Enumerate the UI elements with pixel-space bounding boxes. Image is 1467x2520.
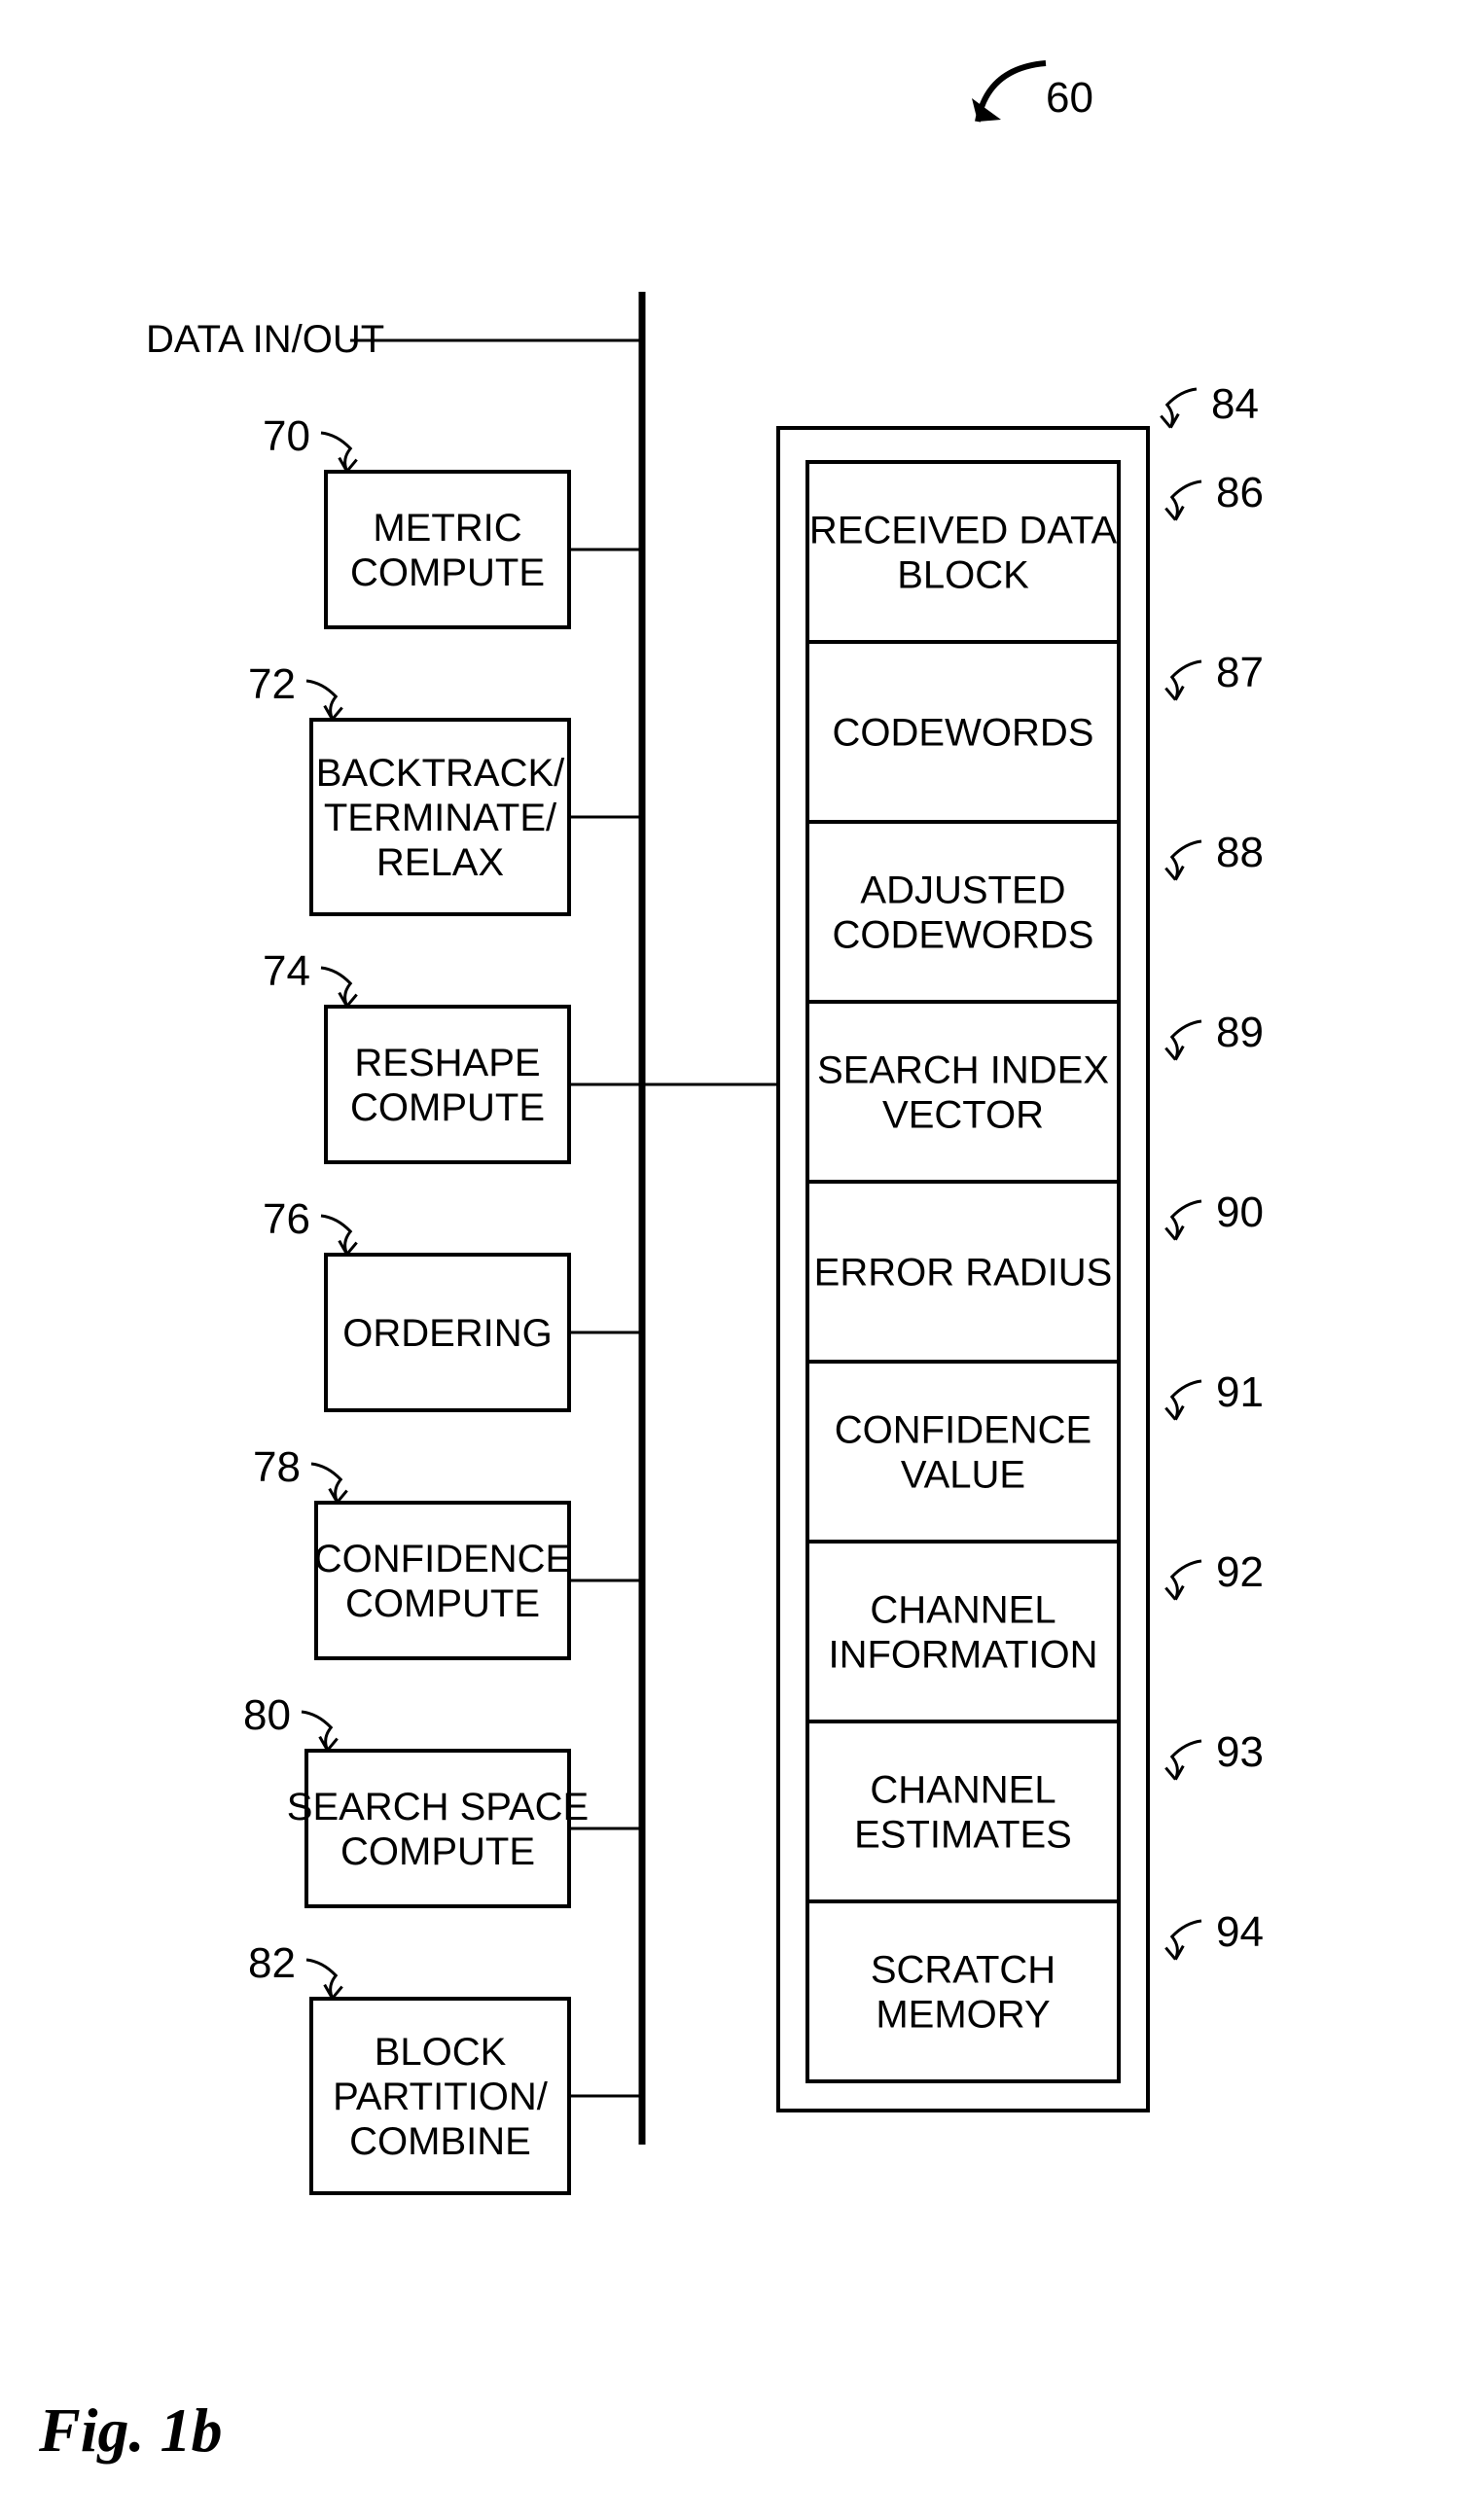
memory-cell-label: INFORMATION (828, 1634, 1097, 1677)
compute-block-label: COMPUTE (350, 551, 545, 594)
ref-hook (1172, 1381, 1201, 1420)
memory-cell (807, 1721, 1119, 1901)
memory-cell-label: CONFIDENCE (835, 1409, 1091, 1452)
memory-cell-label: VALUE (901, 1454, 1025, 1497)
memory-cell-label: ESTIMATES (854, 1814, 1072, 1857)
ref-hook (321, 1216, 350, 1255)
ref-hook (321, 968, 350, 1007)
block-ref: 80 (243, 1691, 291, 1739)
memory-cell-label: ERROR RADIUS (814, 1252, 1113, 1295)
compute-block-label: COMPUTE (350, 1086, 545, 1129)
ref-hook (1172, 1561, 1201, 1600)
memory-cell (807, 1002, 1119, 1182)
figure-ref: 60 (1046, 74, 1093, 122)
compute-block (326, 1007, 569, 1162)
compute-block-label: BACKTRACK/ (316, 752, 565, 795)
ref-hook (1167, 389, 1197, 428)
data-io-label: DATA IN/OUT (146, 318, 384, 361)
memory-cell-label: MEMORY (876, 1994, 1050, 2037)
ref-hook (306, 1960, 336, 1999)
block-ref: 72 (248, 660, 296, 708)
ref-hook (1172, 1201, 1201, 1240)
compute-block-label: COMPUTE (345, 1582, 540, 1625)
figure-caption: Fig. 1b (38, 2396, 222, 2465)
ref-hook (302, 1712, 331, 1751)
memory-cell (807, 462, 1119, 642)
compute-block-label: BLOCK (375, 2031, 507, 2074)
memory-cell-ref: 90 (1216, 1189, 1264, 1236)
ref-hook (1172, 1741, 1201, 1780)
compute-block-label: METRIC (373, 507, 521, 550)
memory-cell-label: CODEWORDS (833, 914, 1094, 957)
compute-block-label: TERMINATE/ (324, 797, 557, 839)
memory-cell-ref: 86 (1216, 469, 1264, 516)
block-ref: 74 (263, 947, 310, 995)
compute-block-label: ORDERING (342, 1312, 553, 1355)
memory-cell-label: CODEWORDS (833, 712, 1094, 755)
ref-hook (1172, 841, 1201, 880)
compute-block-label: RESHAPE (354, 1042, 540, 1084)
ref-hook (1172, 481, 1201, 520)
ref-hook (1172, 1021, 1201, 1060)
memory-cell-ref: 91 (1216, 1368, 1264, 1416)
ref-hook (311, 1464, 340, 1503)
memory-cell-label: ADJUSTED (860, 870, 1065, 912)
compute-block-label: RELAX (376, 841, 504, 884)
block-ref: 82 (248, 1939, 296, 1987)
memory-cell-ref: 88 (1216, 829, 1264, 876)
compute-block-label: PARTITION/ (333, 2076, 549, 2118)
memory-cell-label: BLOCK (897, 554, 1029, 597)
memory-ref: 84 (1211, 380, 1259, 428)
memory-cell-label: SCRATCH (871, 1949, 1056, 1992)
memory-cell (807, 1901, 1119, 2081)
memory-cell-label: SEARCH INDEX (817, 1049, 1109, 1092)
compute-block-label: COMPUTE (340, 1830, 535, 1873)
compute-block (316, 1503, 569, 1658)
ref-hook (1172, 1921, 1201, 1960)
compute-block-label: CONFIDENCE (314, 1538, 571, 1580)
compute-block-label: SEARCH SPACE (287, 1786, 589, 1828)
memory-cell (807, 1542, 1119, 1721)
block-ref: 70 (263, 412, 310, 460)
ref-hook (1172, 661, 1201, 700)
ref-hook (321, 433, 350, 472)
block-ref: 78 (253, 1443, 301, 1491)
memory-cell-ref: 89 (1216, 1009, 1264, 1056)
compute-block-label: COMBINE (349, 2120, 531, 2163)
memory-cell-label: CHANNEL (870, 1769, 1056, 1812)
block-ref: 76 (263, 1195, 310, 1243)
compute-block (306, 1751, 569, 1906)
memory-cell (807, 822, 1119, 1002)
memory-cell-ref: 93 (1216, 1728, 1264, 1776)
memory-cell-label: CHANNEL (870, 1589, 1056, 1632)
ref-hook (306, 681, 336, 720)
memory-cell-label: VECTOR (882, 1094, 1044, 1137)
memory-cell-ref: 92 (1216, 1548, 1264, 1596)
memory-cell-ref: 87 (1216, 649, 1264, 696)
memory-cell-ref: 94 (1216, 1908, 1264, 1956)
memory-cell (807, 1362, 1119, 1542)
compute-block (326, 472, 569, 627)
memory-cell-label: RECEIVED DATA (809, 510, 1118, 552)
